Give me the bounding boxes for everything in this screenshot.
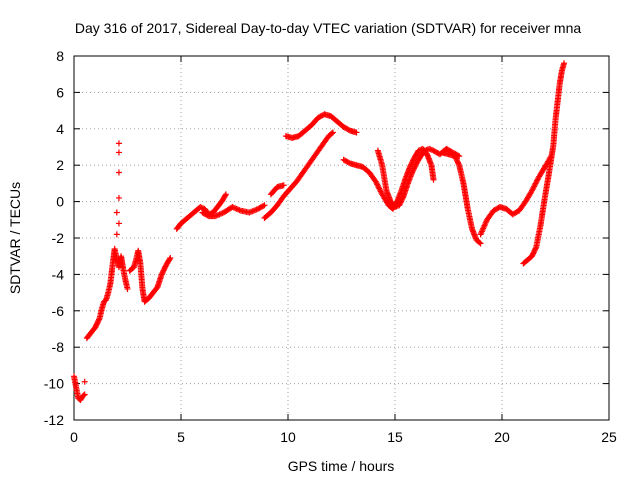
data-point — [280, 182, 287, 189]
data-point — [532, 245, 539, 252]
y-tick-label: -12 — [44, 412, 64, 428]
data-point — [81, 391, 88, 398]
data-point — [261, 202, 268, 209]
y-tick-label: 0 — [56, 194, 64, 210]
data-point — [328, 130, 335, 137]
x-tick-label: 10 — [280, 429, 296, 445]
data-point — [115, 169, 122, 176]
x-tick-label: 20 — [494, 429, 510, 445]
data-point — [115, 194, 122, 201]
y-tick-label: -8 — [52, 339, 65, 355]
data-point — [113, 209, 120, 216]
y-tick-label: 2 — [56, 157, 64, 173]
data-point — [166, 256, 173, 263]
data-point — [329, 129, 336, 136]
y-tick-label: -10 — [44, 376, 64, 392]
data-point — [260, 202, 267, 209]
data-point — [222, 192, 229, 199]
data-point — [167, 255, 174, 262]
x-tick-label: 15 — [387, 429, 403, 445]
data-point — [222, 191, 229, 198]
x-tick-label: 25 — [601, 429, 617, 445]
data-point — [430, 176, 437, 183]
x-tick-label: 5 — [177, 429, 185, 445]
y-axis-label: SDTVAR / TECUs — [7, 182, 23, 294]
data-point — [115, 220, 122, 227]
data-point — [80, 392, 87, 399]
y-tick-label: 4 — [56, 121, 64, 137]
y-tick-label: -2 — [52, 230, 65, 246]
axis-ticks — [73, 55, 610, 421]
data-point — [115, 140, 122, 147]
data-point — [124, 285, 131, 292]
y-tick-label: 6 — [56, 84, 64, 100]
data-point — [561, 60, 568, 67]
y-tick-labels: -12 -10 -8 -6 -4 -2 0 2 4 6 8 — [44, 48, 64, 428]
gridlines — [74, 56, 609, 420]
data-point — [113, 231, 120, 238]
data-point — [477, 240, 484, 247]
y-tick-label: -4 — [52, 266, 65, 282]
x-tick-labels: 0 5 10 15 20 25 — [70, 429, 617, 445]
data-points — [71, 60, 568, 403]
data-point — [96, 316, 103, 323]
x-axis-label: GPS time / hours — [288, 458, 395, 474]
data-point — [399, 194, 406, 201]
data-point — [476, 239, 483, 246]
chart-title: Day 316 of 2017, Sidereal Day-to-day VTE… — [75, 20, 581, 36]
data-point — [81, 378, 88, 385]
x-tick-label: 0 — [70, 429, 78, 445]
data-point — [455, 160, 462, 167]
y-tick-label: -6 — [52, 303, 65, 319]
data-point — [115, 149, 122, 156]
data-point — [353, 129, 360, 136]
y-tick-label: 8 — [56, 48, 64, 64]
